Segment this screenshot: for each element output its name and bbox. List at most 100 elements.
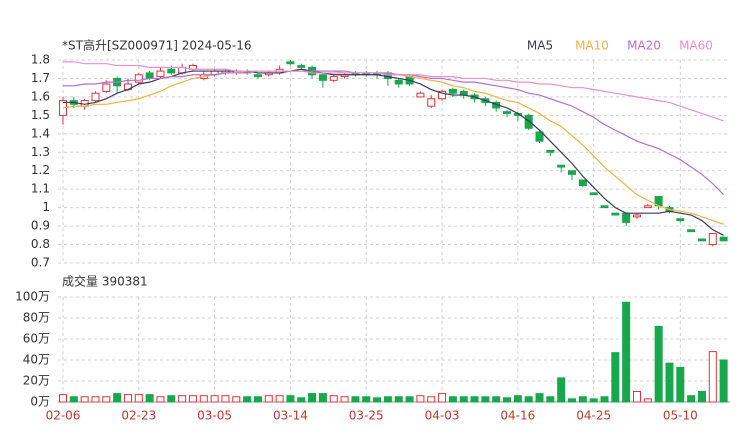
x-tick-label: 02-23 — [121, 409, 156, 423]
volume-bar — [557, 377, 566, 403]
volume-bar — [329, 395, 338, 403]
volume-bar — [589, 398, 598, 403]
candle-body — [546, 149, 555, 153]
candle-body — [394, 79, 403, 85]
candle-body — [557, 164, 566, 168]
candle-body — [427, 98, 436, 107]
candle-body — [719, 236, 728, 242]
volume-bar — [492, 396, 501, 403]
volume-bar — [318, 393, 327, 403]
legend-label: MA5 — [527, 39, 553, 53]
y-tick-label: 60万 — [23, 332, 50, 346]
candle-body — [676, 218, 685, 222]
volume-bar — [145, 394, 154, 403]
volume-bar — [123, 394, 132, 403]
volume-bar — [167, 395, 176, 403]
volume-title: 成交量 390381 — [62, 274, 148, 289]
y-tick-label: 100万 — [15, 290, 50, 304]
volume-bar — [253, 396, 262, 403]
y-tick-label: 0.7 — [31, 256, 50, 270]
legend-label: MA60 — [679, 39, 713, 53]
volume-bar — [308, 393, 317, 403]
volume-bar — [568, 398, 577, 403]
volume-bar — [438, 393, 447, 403]
candle-body — [438, 90, 447, 100]
candle-body — [318, 74, 327, 81]
candle-body — [167, 68, 176, 74]
ma-line — [63, 61, 724, 122]
candle-body — [91, 92, 100, 102]
y-tick-label: 1.2 — [31, 163, 50, 177]
x-tick-label: 04-25 — [576, 409, 611, 423]
y-tick-label: 0.9 — [31, 219, 50, 233]
volume-bar — [632, 391, 641, 403]
volume-bar — [394, 396, 403, 403]
y-tick-label: 1.1 — [31, 182, 50, 196]
volume-bar — [113, 393, 122, 403]
volume-bar — [91, 396, 100, 403]
y-tick-label: 0万 — [30, 395, 50, 409]
y-tick-label: 1.6 — [31, 89, 50, 103]
volume-bar — [156, 396, 165, 403]
x-tick-label: 03-14 — [273, 409, 308, 423]
y-tick-label: 1.5 — [31, 108, 50, 122]
volume-bar — [373, 397, 382, 403]
y-tick-label: 80万 — [23, 311, 50, 325]
volume-bar — [59, 394, 67, 403]
volume-bar — [427, 396, 436, 403]
y-tick-label: 1.7 — [31, 71, 50, 85]
x-tick-label: 05-10 — [663, 409, 698, 423]
volume-bar — [622, 301, 631, 403]
volume-bar — [459, 396, 468, 403]
candle-body — [102, 83, 111, 92]
volume-bar — [600, 396, 609, 403]
candle-body — [297, 65, 306, 68]
candle-body — [286, 61, 295, 65]
candle-body — [622, 212, 631, 223]
candle-body — [134, 74, 143, 83]
volume-bar — [362, 396, 371, 403]
chart-title: *ST高升[SZ000971] 2024-05-16 — [62, 38, 252, 53]
volume-bar — [210, 395, 219, 403]
candle-body — [253, 74, 262, 78]
volume-bar — [405, 396, 414, 403]
volume-bar — [643, 398, 652, 403]
y-tick-label: 40万 — [23, 353, 50, 367]
candle-body — [578, 179, 587, 186]
legend-label: MA20 — [627, 39, 661, 53]
volume-bar — [275, 395, 284, 403]
volume-bar — [188, 395, 197, 403]
candle-body — [643, 205, 652, 209]
volume-bar — [178, 395, 187, 403]
volume-bar — [546, 396, 555, 403]
volume-bar — [654, 325, 663, 403]
volume-bar — [243, 396, 252, 403]
y-tick-label: 0.8 — [31, 237, 50, 251]
y-tick-label: 1 — [42, 200, 50, 214]
candle-body — [568, 170, 577, 175]
volume-bar — [383, 396, 392, 403]
volume-bar — [80, 396, 89, 403]
volume-bar — [351, 396, 360, 403]
candle-body — [448, 89, 457, 94]
volume-bar — [470, 396, 479, 403]
x-tick-label: 04-16 — [500, 409, 535, 423]
x-tick-label: 04-03 — [425, 409, 460, 423]
volume-bar — [687, 395, 696, 403]
candle-body — [416, 92, 425, 98]
volume-bar — [102, 396, 111, 403]
candle-body — [687, 229, 696, 233]
candle-body — [589, 192, 598, 196]
volume-bar — [199, 395, 208, 403]
y-tick-label: 20万 — [23, 374, 50, 388]
y-tick-label: 1.4 — [31, 126, 50, 140]
ma-line — [62, 70, 724, 225]
x-tick-label: 03-25 — [349, 409, 384, 423]
x-tick-label: 03-05 — [197, 409, 232, 423]
volume-bar — [719, 359, 728, 403]
volume-bar — [69, 396, 78, 403]
candle-body — [535, 131, 544, 142]
ma-line — [63, 68, 724, 236]
x-tick-label: 02-06 — [46, 409, 81, 423]
